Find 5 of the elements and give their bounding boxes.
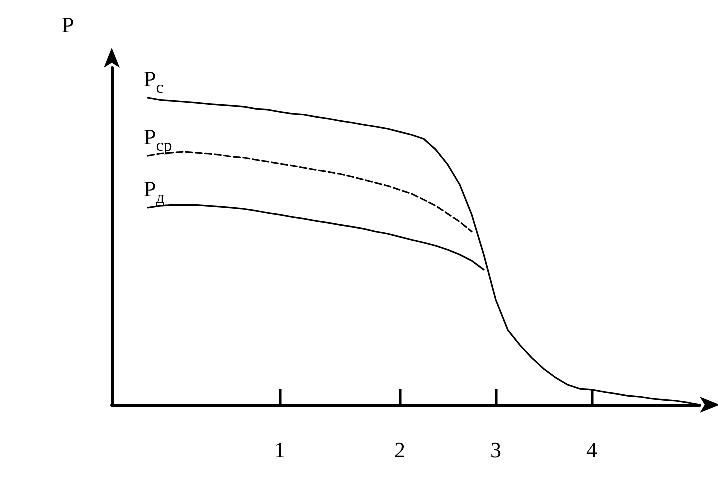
x-tick-label: 4 xyxy=(586,438,598,462)
x-tick-label: 2 xyxy=(394,438,406,462)
y-axis-title: P xyxy=(62,12,74,38)
x-tick-label: 1 xyxy=(274,438,286,462)
x-tick-label: 3 xyxy=(490,438,502,462)
